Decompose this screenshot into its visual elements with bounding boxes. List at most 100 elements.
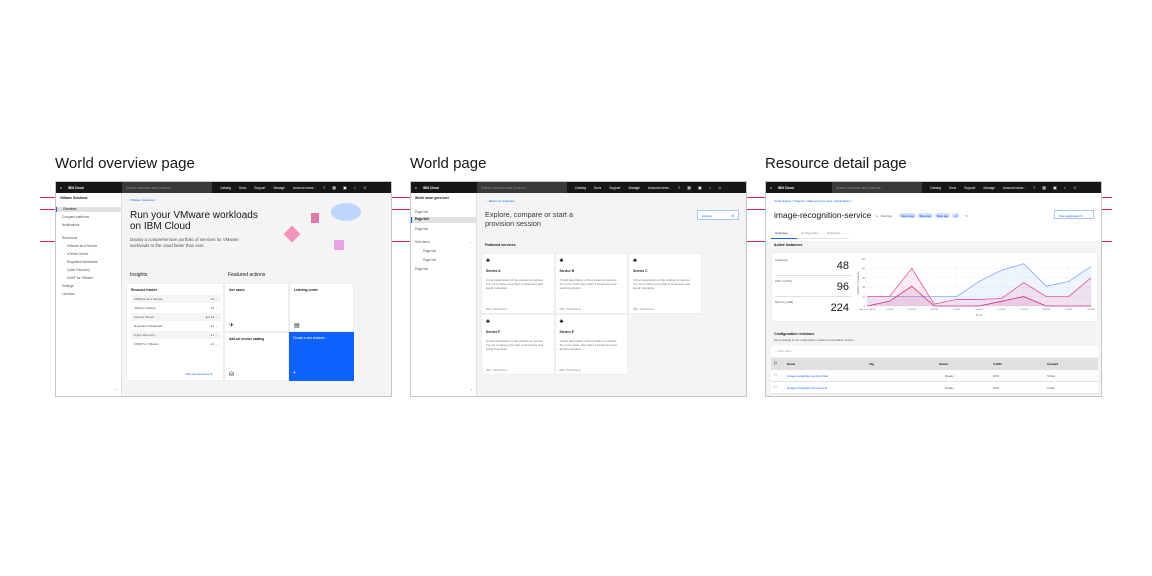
- help-icon[interactable]: ?: [678, 185, 681, 190]
- sidebar-page-link[interactable]: Page link: [415, 210, 429, 214]
- cost-icon[interactable]: ▦: [687, 185, 692, 190]
- sidebar-item-compare[interactable]: Compare platforms: [62, 215, 90, 219]
- header-nav-item[interactable]: Account name...: [292, 185, 317, 190]
- test-application-button[interactable]: Test application ⧉: [1054, 210, 1094, 219]
- sidebar-page-link[interactable]: Page link: [423, 249, 437, 253]
- sidebar-page-link[interactable]: Page link: [415, 267, 429, 271]
- table-row[interactable]: ☐ image-recognition-service-final Ready 40%…: [771, 370, 1098, 382]
- breadcrumb[interactable]: Code Engine / Projects / data-services-s…: [774, 199, 853, 203]
- service-card[interactable]: ♣ Service E A brief description of the p…: [554, 314, 628, 375]
- select-all-checkbox[interactable]: ☐: [774, 361, 777, 365]
- tag[interactable]: +3: [951, 213, 960, 218]
- cost-icon[interactable]: ▦: [1042, 185, 1047, 190]
- tracker-row[interactable]: VMWare as a Service ● 2 →: [131, 295, 221, 303]
- use-cases-card[interactable]: Use cases ✈: [224, 283, 289, 332]
- help-icon[interactable]: ?: [1033, 185, 1036, 190]
- service-card[interactable]: ♣ Service A A brief description of the p…: [481, 253, 555, 314]
- tracker-row[interactable]: vCenter Server ▲2 ● 3 →: [131, 313, 221, 321]
- tag[interactable]: Beta tag: [917, 213, 933, 218]
- tag[interactable]: Beta tag: [934, 213, 950, 218]
- sidebar-item-notifications[interactable]: Notifications: [62, 223, 80, 227]
- calendar-icon[interactable]: ▣: [698, 185, 702, 190]
- search-input[interactable]: Search resources and products... ⌕: [122, 182, 212, 193]
- header-nav-item[interactable]: Account name...: [647, 185, 672, 190]
- sidebar-page-link[interactable]: Page link: [415, 227, 429, 231]
- revision-link[interactable]: image-recognition-service-test: [787, 386, 828, 390]
- header-nav-item[interactable]: Catalog: [930, 185, 941, 190]
- sidebar-subitem[interactable]: Cyber Recovery: [67, 268, 90, 272]
- sidebar-submenu[interactable]: Sub-menu: [415, 240, 430, 244]
- service-icon: ♣: [559, 319, 564, 325]
- filter-table-input[interactable]: ⌕ Filter table: [771, 346, 1098, 357]
- sidebar-subitem[interactable]: VMware as a Service: [67, 244, 98, 248]
- x-tick-label: May 3, 12:00PM: [859, 309, 875, 311]
- tracker-row[interactable]: Regulated Workloads ● 2 →: [131, 322, 221, 330]
- back-link[interactable]: ← Return to Overview: [485, 199, 515, 203]
- user-icon[interactable]: ☺: [717, 185, 722, 190]
- tab-overview[interactable]: Overview: [771, 230, 797, 239]
- header-nav-item[interactable]: Docs: [949, 185, 957, 190]
- service-footer: IBM • World Name: [486, 369, 508, 372]
- service-card[interactable]: ♣ Service F A brief description of the p…: [481, 314, 555, 375]
- tag[interactable]: Intent tag: [899, 213, 916, 218]
- header-nav-item[interactable]: Support: [964, 185, 976, 190]
- sidebar-subitem[interactable]: KMSP for VMware: [67, 276, 94, 280]
- notification-icon[interactable]: ♪: [353, 185, 356, 190]
- header-nav-item[interactable]: Docs: [594, 185, 602, 190]
- actions-button[interactable]: Actions ⚙: [697, 210, 739, 220]
- revision-link[interactable]: image-recognition-service-final: [787, 374, 828, 378]
- tab-endpoints[interactable]: Endpoints: [823, 230, 849, 239]
- row-checkbox[interactable]: ☐: [774, 373, 777, 377]
- sidebar-subitem[interactable]: vCenter Server: [67, 252, 89, 256]
- sidebar-item-resources[interactable]: Resources: [62, 236, 78, 240]
- collapse-icon[interactable]: ‹: [471, 388, 473, 392]
- table-row[interactable]: ☐ image-recognition-service-test Ready 60% T…: [771, 382, 1098, 394]
- header-nav-item[interactable]: Manage: [983, 185, 995, 190]
- notification-icon[interactable]: ♪: [1063, 185, 1066, 190]
- header-nav-item[interactable]: Support: [254, 185, 266, 190]
- sidebar-page-link-active[interactable]: Page link: [411, 217, 476, 223]
- row-checkbox[interactable]: ☐: [774, 385, 777, 389]
- status-ok-icon: ●: [210, 333, 213, 337]
- sidebar-item-settings[interactable]: Settings: [62, 284, 74, 288]
- tracker-row[interactable]: KMSP for VMware ● 3 →: [131, 340, 221, 348]
- menu-icon[interactable]: ≡: [415, 185, 417, 190]
- create-instance-card[interactable]: Create a new instance +: [289, 332, 354, 381]
- header-nav-item[interactable]: Docs: [239, 185, 247, 190]
- header-nav-item[interactable]: Catalog: [220, 185, 231, 190]
- chevron-down-icon[interactable]: ⌄: [469, 240, 472, 244]
- sidebar-page-link[interactable]: Page link: [423, 258, 437, 262]
- sidebar-item-overview[interactable]: Overview: [56, 207, 121, 212]
- view-all-resources-link[interactable]: View all resources ⧉: [185, 372, 213, 376]
- header-nav-item[interactable]: Manage: [628, 185, 640, 190]
- addon-catalog-card[interactable]: Add-on service catalog ⛁: [224, 332, 289, 381]
- sidebar-item-licenses[interactable]: Licenses: [62, 292, 75, 296]
- calendar-icon[interactable]: ▣: [343, 185, 347, 190]
- header-nav-item[interactable]: Manage: [273, 185, 285, 190]
- service-card[interactable]: ♣ Service B A brief description of the p…: [554, 253, 628, 314]
- featured-services-heading: Featured services: [485, 243, 516, 247]
- search-input[interactable]: Search resources and products... ⌕: [832, 182, 922, 193]
- collapse-icon[interactable]: ‹: [116, 388, 118, 392]
- header-nav-item[interactable]: Support: [609, 185, 621, 190]
- calendar-icon[interactable]: ▣: [1053, 185, 1057, 190]
- learning-center-card[interactable]: Learning center ▤: [289, 283, 354, 332]
- breadcrumb[interactable]: VMware Solutions /: [130, 198, 156, 202]
- search-input[interactable]: Search resources and products... ⌕: [477, 182, 567, 193]
- sidebar-subitem[interactable]: Regulated Workloads: [67, 260, 98, 264]
- menu-icon[interactable]: ≡: [60, 185, 62, 190]
- notification-icon[interactable]: ♪: [708, 185, 711, 190]
- tracker-row[interactable]: VMware Shared ● 5 →: [131, 304, 221, 312]
- service-name: Service B: [559, 269, 575, 273]
- tab-configuration[interactable]: Configuration: [797, 230, 823, 239]
- help-icon[interactable]: ?: [323, 185, 326, 190]
- menu-icon[interactable]: ≡: [770, 185, 772, 190]
- edit-icon[interactable]: ✎: [965, 213, 968, 218]
- header-nav-item[interactable]: Catalog: [575, 185, 586, 190]
- service-card[interactable]: ♣ Service C A brief description of the p…: [628, 253, 702, 314]
- tracker-row[interactable]: Cyber Recovery ● 1 →: [131, 331, 221, 339]
- user-icon[interactable]: ☺: [362, 185, 367, 190]
- header-nav-item[interactable]: Account name...: [1002, 185, 1027, 190]
- user-icon[interactable]: ☺: [1072, 185, 1077, 190]
- cost-icon[interactable]: ▦: [332, 185, 337, 190]
